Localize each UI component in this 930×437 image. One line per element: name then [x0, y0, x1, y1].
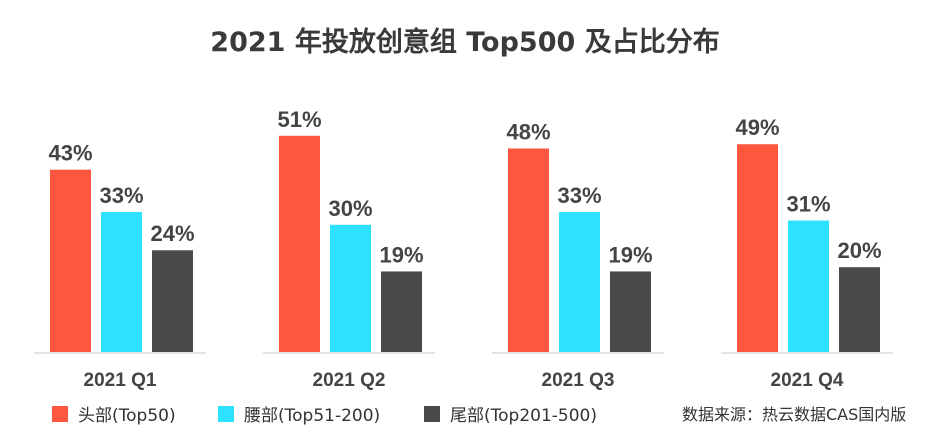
legend-label: 尾部(Top201-500)	[450, 406, 597, 426]
data-label: 33%	[557, 183, 601, 208]
bar	[559, 212, 600, 352]
data-label: 30%	[328, 196, 372, 221]
bar	[839, 267, 880, 352]
legend-swatch	[424, 405, 440, 422]
data-label: 19%	[379, 242, 423, 267]
legend-label: 头部(Top50)	[78, 406, 176, 426]
legend-swatch	[52, 405, 68, 422]
data-label: 43%	[48, 141, 92, 166]
data-label: 31%	[786, 192, 830, 217]
legend-item-tail: 尾部(Top201-500)	[424, 401, 597, 426]
bar	[381, 271, 422, 352]
data-label: 19%	[608, 242, 652, 267]
bar	[50, 169, 91, 352]
category-label: 2021 Q4	[771, 370, 844, 391]
bar	[610, 271, 651, 352]
category-label: 2021 Q1	[84, 370, 157, 391]
bar	[152, 250, 193, 352]
bar	[508, 148, 549, 352]
data-label: 49%	[735, 115, 779, 140]
source-note: 数据来源：热云数据CAS国内版	[682, 405, 907, 424]
data-label: 33%	[99, 183, 143, 208]
data-label: 20%	[837, 238, 881, 263]
legend-swatch	[218, 405, 234, 422]
bar	[788, 220, 829, 352]
legend-label: 腰部(Top51-200)	[244, 406, 381, 426]
data-label: 24%	[150, 221, 194, 246]
chart-title: 2021 年投放创意组 Top500 及占比分布	[210, 27, 720, 58]
data-label: 51%	[277, 107, 321, 132]
bar	[279, 135, 320, 352]
legend-item-waist: 腰部(Top51-200)	[218, 401, 380, 426]
bar	[737, 144, 778, 352]
data-label: 48%	[506, 119, 550, 144]
bar	[101, 212, 142, 352]
category-label: 2021 Q2	[313, 370, 386, 391]
legend-item-head: 头部(Top50)	[52, 401, 176, 426]
category-label: 2021 Q3	[542, 370, 615, 391]
bar	[330, 224, 371, 352]
